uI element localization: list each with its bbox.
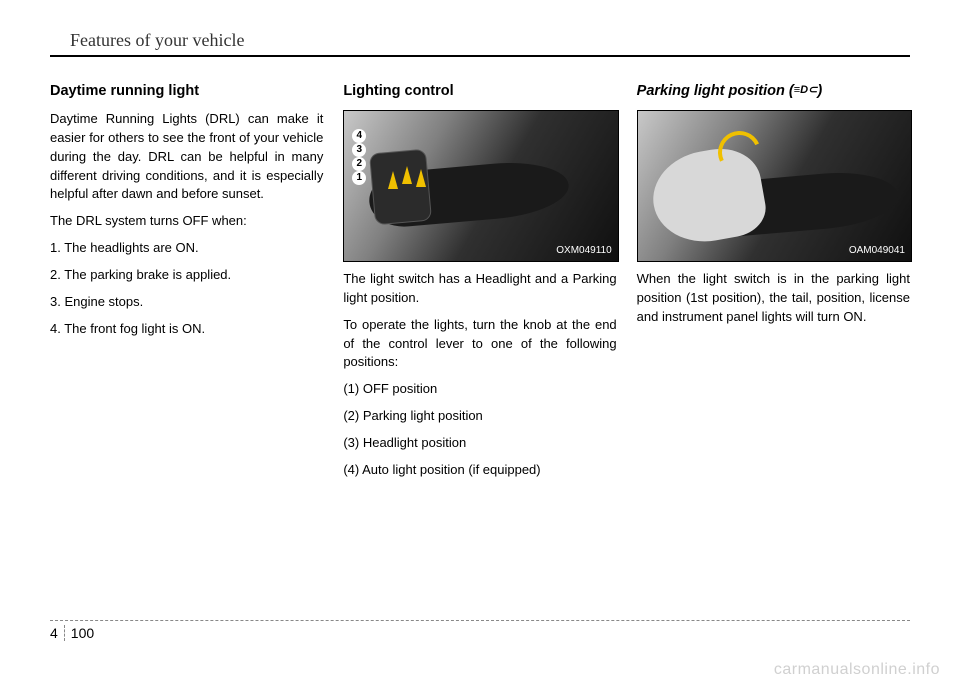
- arrow-icon: [388, 171, 398, 189]
- watermark: carmanualsonline.info: [774, 661, 940, 679]
- col1-li3: 3. Engine stops.: [50, 293, 323, 312]
- col3-title-suffix: ): [817, 83, 822, 99]
- num-4: 4: [352, 129, 366, 143]
- col1-li2: 2. The parking brake is applied.: [50, 266, 323, 285]
- column-3: Parking light position (≡D⊂) OAM049041 W…: [637, 81, 910, 488]
- col3-p1: When the light switch is in the parking …: [637, 270, 910, 327]
- column-2: Lighting control 4 3 2 1 OXM049110 The l…: [343, 81, 616, 488]
- col3-title-prefix: Parking light position (: [637, 83, 794, 99]
- col3-title: Parking light position (≡D⊂): [637, 81, 910, 102]
- col2-li3: (3) Headlight position: [343, 434, 616, 453]
- section-header: Features of your vehicle: [50, 30, 910, 57]
- page-footer: 4 100: [50, 620, 910, 641]
- content-columns: Daytime running light Daytime Running Li…: [50, 81, 910, 488]
- stalk-position-numbers: 4 3 2 1: [352, 129, 366, 185]
- page-number: 4 100: [50, 625, 910, 641]
- figure-parking-light: OAM049041: [637, 110, 912, 262]
- figure-label: OXM049110: [556, 244, 611, 259]
- chapter-number: 4: [50, 625, 65, 641]
- num-3: 3: [352, 143, 366, 157]
- col2-title: Lighting control: [343, 81, 616, 102]
- col2-p2: To operate the lights, turn the knob at …: [343, 316, 616, 373]
- parking-light-icon: ≡D⊂: [794, 83, 818, 99]
- page-no: 100: [65, 625, 94, 641]
- column-1: Daytime running light Daytime Running Li…: [50, 81, 323, 488]
- col1-p1: Daytime Running Lights (DRL) can make it…: [50, 110, 323, 204]
- arrow-icon: [416, 169, 426, 187]
- stalk-ring: [369, 149, 432, 226]
- col1-li1: 1. The headlights are ON.: [50, 239, 323, 258]
- col2-li4: (4) Auto light position (if equipped): [343, 461, 616, 480]
- num-1: 1: [352, 171, 366, 185]
- col1-p2: The DRL system turns OFF when:: [50, 212, 323, 231]
- col1-li4: 4. The front fog light is ON.: [50, 320, 323, 339]
- col2-li2: (2) Parking light position: [343, 407, 616, 426]
- figure-lighting-control: 4 3 2 1 OXM049110: [343, 110, 618, 262]
- figure-label: OAM049041: [849, 244, 905, 259]
- arrow-icon: [402, 166, 412, 184]
- col2-li1: (1) OFF position: [343, 380, 616, 399]
- col2-p1: The light switch has a Headlight and a P…: [343, 270, 616, 308]
- col1-title: Daytime running light: [50, 81, 323, 102]
- num-2: 2: [352, 157, 366, 171]
